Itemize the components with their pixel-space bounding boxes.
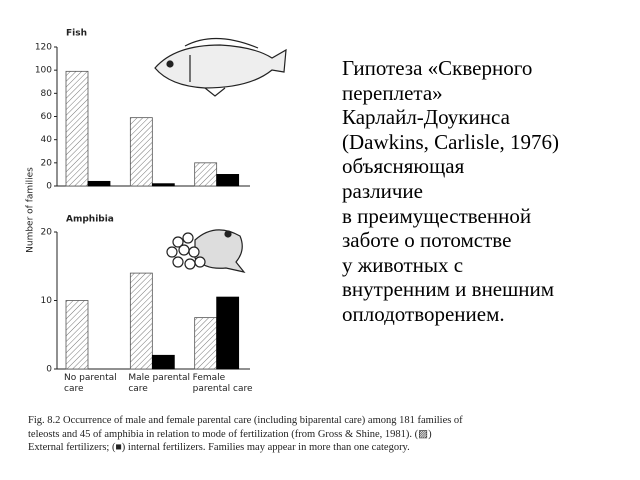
fish-illustration xyxy=(154,37,287,97)
text-line: переплета» xyxy=(342,80,443,105)
text-line: Гипотеза «Скверного xyxy=(342,56,533,80)
text-line: Карлайл-Доукинса xyxy=(342,105,510,130)
text-line: различие xyxy=(342,178,423,203)
figure-caption: Fig. 8.2 Occurrence of male and female p… xyxy=(28,415,463,453)
y-tick-label: 10 xyxy=(41,296,53,306)
x-tick-label: No parental care xyxy=(64,373,117,394)
y-tick-label: 40 xyxy=(41,135,53,145)
y-tick-label: 100 xyxy=(35,66,52,76)
text-line: оплодотворением. xyxy=(342,301,505,326)
text-line: в преимущественной xyxy=(342,203,532,228)
y-tick-label: 60 xyxy=(41,112,53,122)
bar xyxy=(65,300,89,370)
bar xyxy=(216,174,240,187)
bar xyxy=(151,354,175,370)
y-tick-label: 0 xyxy=(46,182,52,192)
x-tick-label: Female parental care xyxy=(192,373,253,394)
bar xyxy=(194,317,218,370)
y-tick-label: 20 xyxy=(41,158,53,168)
y-tick-label: 80 xyxy=(41,89,53,99)
y-tick-label: 0 xyxy=(46,365,52,375)
text-line: объясняющая xyxy=(342,154,465,179)
chart-title: Amphibia xyxy=(66,215,114,225)
bar xyxy=(129,117,153,187)
frog-illustration xyxy=(166,229,246,273)
y-tick-label: 120 xyxy=(35,43,52,53)
bar xyxy=(151,183,175,187)
bar xyxy=(129,272,153,370)
slide-text: Гипотеза «Скверного переплета» Карлайл-Доу… xyxy=(342,56,559,327)
text-line: (Dawkins, Carlisle, 1976) xyxy=(342,129,559,154)
y-axis-label: Number of families xyxy=(26,167,36,253)
bar xyxy=(87,180,111,187)
y-tick-label: 20 xyxy=(41,228,53,238)
bar xyxy=(216,296,240,370)
chart-title: Fish xyxy=(66,29,87,39)
bar xyxy=(65,70,89,187)
bar xyxy=(194,162,218,187)
x-tick-label: Male parental care xyxy=(128,373,191,394)
text-line: внутренним и внешним xyxy=(342,277,555,302)
text-line: у животных с xyxy=(342,252,464,277)
text-line: заботе о потомстве xyxy=(342,228,512,253)
